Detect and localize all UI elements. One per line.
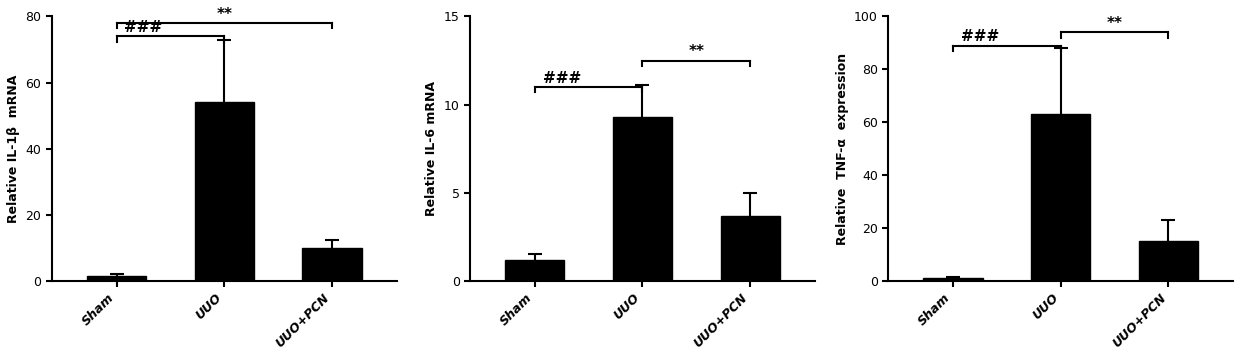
Bar xyxy=(613,117,672,281)
Bar xyxy=(87,276,146,281)
Text: **: ** xyxy=(688,44,704,59)
Bar xyxy=(1138,241,1198,281)
Y-axis label: Relative IL-1β  mRNA: Relative IL-1β mRNA xyxy=(7,75,20,223)
Text: ###: ### xyxy=(124,20,162,35)
Text: ###: ### xyxy=(961,29,999,44)
Text: **: ** xyxy=(1106,16,1122,31)
Bar xyxy=(720,216,780,281)
Text: **: ** xyxy=(216,7,232,22)
Bar xyxy=(303,248,362,281)
Bar xyxy=(1032,114,1090,281)
Y-axis label: Relative IL-6 mRNA: Relative IL-6 mRNA xyxy=(425,81,439,216)
Bar xyxy=(505,260,564,281)
Bar xyxy=(195,102,254,281)
Text: ###: ### xyxy=(543,71,580,86)
Bar xyxy=(924,278,982,281)
Y-axis label: Relative  TNF-α  expression: Relative TNF-α expression xyxy=(836,52,848,245)
